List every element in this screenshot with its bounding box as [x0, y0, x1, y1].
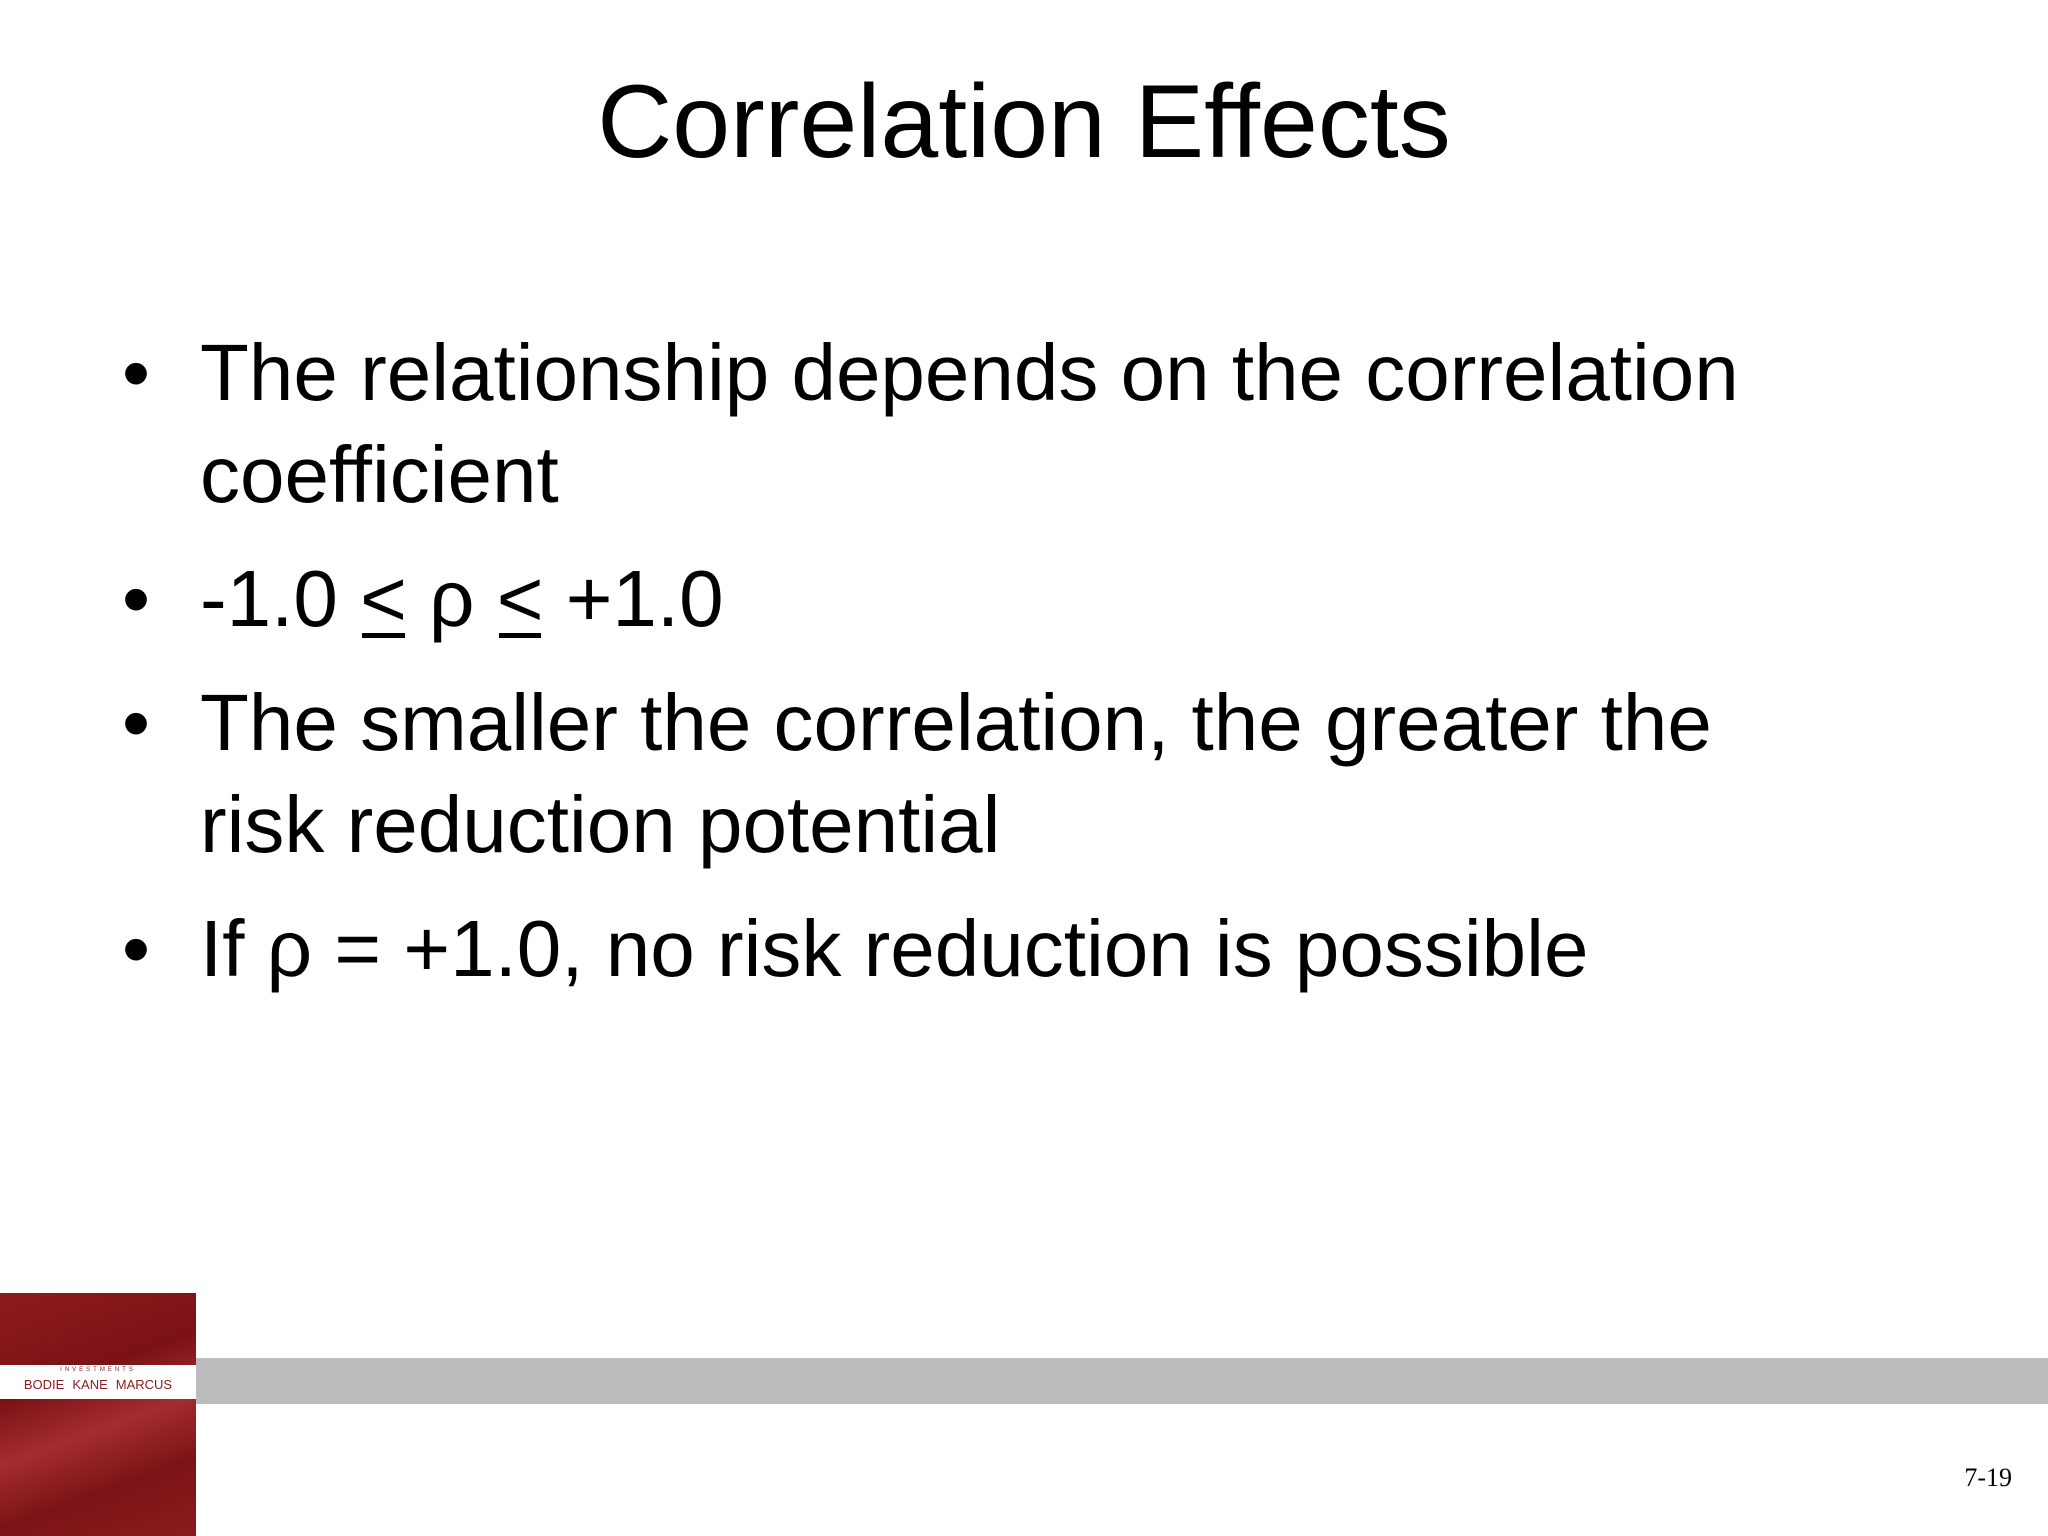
cover-series-title: INVESTMENTS: [60, 1367, 136, 1373]
bullet-text-line: coefficient: [200, 430, 559, 519]
slide-title: Correlation Effects: [597, 64, 1451, 180]
cover-author: BODIE: [23, 1377, 65, 1392]
bullet-icon: •: [122, 678, 151, 767]
bullet-list: • The relationship depends on the correl…: [120, 322, 1920, 1022]
bullet-text-line: The smaller the correlation, the greater…: [200, 678, 1712, 767]
cover-author: MARCUS: [115, 1377, 173, 1392]
bullet-item-relationship: • The relationship depends on the correl…: [120, 322, 1920, 526]
less-equal-symbol: <: [360, 548, 407, 650]
book-cover-logo: INVESTMENTS BODIE KANE MARCUS: [0, 1293, 196, 1536]
bullet-text-line: risk reduction potential: [200, 780, 1001, 869]
range-lower: -1.0: [200, 554, 361, 643]
bullet-item-no-reduction: • If ρ = +1.0, no risk reduction is poss…: [120, 898, 1920, 1000]
bullet-icon: •: [122, 328, 151, 417]
cover-author: KANE: [72, 1377, 108, 1392]
bullet-item-smaller-correlation: • The smaller the correlation, the great…: [120, 672, 1920, 876]
bullet-icon: •: [122, 554, 151, 643]
bullet-item-range: • -1.0 < ρ < +1.0: [120, 548, 1920, 650]
bullet-icon: •: [122, 904, 151, 993]
less-equal-symbol: <: [497, 548, 544, 650]
bullet-text: If ρ = +1.0, no risk reduction is possib…: [200, 904, 1589, 993]
bullet-text-line: The relationship depends on the correlat…: [200, 328, 1739, 417]
rho-symbol: ρ: [406, 554, 497, 643]
cover-band: [0, 1365, 196, 1399]
cover-authors: BODIE KANE MARCUS: [0, 1376, 196, 1394]
footer-bar: [196, 1358, 2048, 1404]
range-upper: +1.0: [543, 554, 724, 643]
page-number: 7-19: [1964, 1463, 2012, 1492]
